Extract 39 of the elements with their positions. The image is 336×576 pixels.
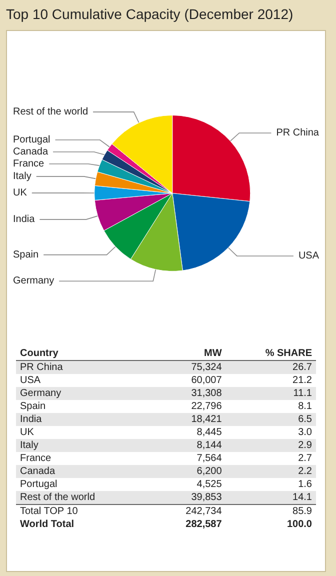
- text: 282,587: [184, 518, 223, 531]
- slice-label: Portugal: [13, 134, 50, 146]
- text: % SHARE: [264, 347, 313, 360]
- text: 8,445: [196, 426, 223, 439]
- text: 60,007: [190, 374, 223, 387]
- text: 242,734: [184, 505, 223, 518]
- text: 8.1: [297, 400, 313, 413]
- row-stripe: Canada 6,200 2.2: [16, 465, 316, 478]
- text: 3.0: [297, 426, 313, 439]
- chart-title: Top 10 Cumulative Capacity (December 2012): [5, 5, 294, 24]
- slice-label: France: [13, 158, 45, 170]
- slice-label: Germany: [13, 276, 54, 287]
- slice-label: Rest of the world: [13, 106, 88, 118]
- text: 85.9: [292, 505, 313, 518]
- text: 4,525: [196, 478, 223, 491]
- text: 7,564: [196, 452, 223, 465]
- text: 22,796: [190, 400, 223, 413]
- text: 1.6: [297, 478, 313, 491]
- text: Spain: [19, 400, 47, 413]
- row-stripe: Rest of the world 39,853 14.1: [16, 491, 316, 504]
- text: MW: [203, 347, 223, 360]
- text: France: [19, 452, 52, 465]
- text: Country: [19, 347, 60, 360]
- text: Total TOP 10: [19, 505, 79, 518]
- text: 2.7: [297, 452, 313, 465]
- slice-label: PR China: [276, 128, 320, 139]
- slice-label: Spain: [13, 249, 39, 260]
- text: Portugal: [19, 478, 58, 491]
- row-stripe: Italy 8,144 2.9: [16, 439, 316, 452]
- text: USA: [19, 374, 42, 387]
- text: 100.0: [286, 518, 313, 531]
- slice-label: USA: [298, 250, 320, 262]
- slice-label: India: [13, 214, 36, 225]
- text: UK: [19, 426, 35, 439]
- slice-label: Italy: [13, 170, 32, 182]
- text: World Total: [19, 518, 76, 531]
- slice-label: UK: [13, 187, 28, 198]
- slice-label: Canada: [13, 146, 48, 158]
- text: 21.2: [292, 374, 313, 387]
